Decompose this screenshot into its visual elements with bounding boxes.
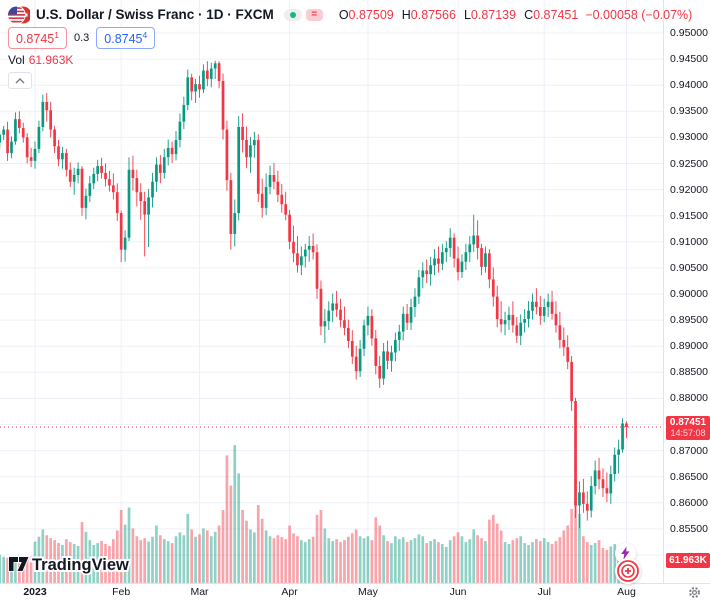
- status-pills: =: [283, 8, 323, 21]
- volume-legend: Vol 61.963K: [8, 53, 74, 68]
- time-tick-label: May: [358, 586, 378, 598]
- buy-button[interactable]: 0.87454: [96, 27, 156, 50]
- price-tick-label: 0.95000: [670, 27, 708, 39]
- price-tick-label: 0.94000: [670, 79, 708, 92]
- usdchf-pair-icon: [8, 5, 30, 24]
- price-tick-label: 0.93500: [670, 105, 708, 118]
- axis-settings-button[interactable]: [688, 586, 701, 600]
- chart-legend: U.S. Dollar / Swiss Franc · 1D · FXCM = …: [8, 5, 692, 90]
- time-tick-label: Jun: [449, 586, 467, 598]
- tradingview-logo[interactable]: TradingView: [8, 553, 158, 580]
- ohlc-close: C0.87451: [524, 7, 579, 22]
- price-tick-label: 0.91500: [670, 209, 708, 222]
- tradingview-logo-mark: [8, 556, 30, 572]
- gear-icon: [689, 587, 700, 598]
- spread-value: 0.3: [73, 32, 90, 45]
- ohlc-values: O0.87509 H0.87566 L0.87139 C0.87451: [339, 8, 579, 22]
- time-axis[interactable]: 2023 Feb Mar Apr May Jun Jul Aug: [0, 583, 710, 600]
- time-tick-label: Apr: [281, 586, 298, 598]
- price-change: −0.00058 (−0.07%): [585, 7, 693, 22]
- symbol-title[interactable]: U.S. Dollar / Swiss Franc · 1D · FXCM: [36, 7, 274, 22]
- price-tick-label: 0.90000: [670, 288, 708, 300]
- data-mode-icon: =: [305, 8, 323, 21]
- volume-value-badge: 61.963K: [666, 553, 710, 568]
- time-tick-label: Feb: [112, 586, 131, 598]
- time-tick-label: Mar: [190, 586, 209, 598]
- price-tick-label: 0.85500: [670, 522, 708, 535]
- chevron-up-icon: [15, 77, 25, 84]
- ohlc-open: O0.87509: [338, 7, 394, 22]
- price-tick-label: 0.88500: [670, 366, 708, 379]
- price-tick-label: 0.87000: [670, 444, 708, 457]
- boost-reaction-button[interactable]: [615, 558, 641, 584]
- collapse-legend-button[interactable]: [8, 72, 32, 90]
- price-axis[interactable]: 0.95000 0.94500 0.94000 0.93500 0.93000 0.925…: [663, 0, 710, 583]
- time-tick-label: Jul: [537, 586, 551, 598]
- price-tick-label: 0.86000: [670, 496, 708, 509]
- tradingview-logo-text: TradingView: [32, 556, 129, 574]
- price-tick-label: 0.92500: [670, 157, 708, 170]
- bar-countdown: 14:57:08: [670, 428, 706, 439]
- quote-row: 0.87451 0.3 0.87454: [8, 27, 692, 50]
- market-open-icon: [283, 8, 302, 21]
- price-tick-label: 0.94500: [670, 53, 708, 66]
- time-tick-label: 2023: [23, 586, 47, 598]
- price-tick-label: 0.88000: [670, 392, 708, 405]
- price-tick-label: 0.86500: [670, 470, 708, 483]
- price-tick-label: 0.89000: [670, 340, 708, 353]
- sell-button[interactable]: 0.87451: [8, 27, 67, 50]
- last-price-badge: 0.87451 14:57:08: [666, 416, 710, 441]
- price-tick-label: 0.93000: [670, 131, 708, 144]
- price-tick-label: 0.90500: [670, 261, 708, 274]
- price-tick-label: 0.91000: [670, 235, 708, 248]
- ohlc-high: H0.87566: [401, 7, 456, 22]
- symbol-row: U.S. Dollar / Swiss Franc · 1D · FXCM = …: [8, 5, 692, 24]
- price-tick-label: 0.92000: [670, 183, 708, 196]
- price-tick-label: 0.89500: [670, 314, 708, 327]
- time-tick-label: Aug: [617, 586, 636, 598]
- lightning-icon: [621, 546, 630, 560]
- last-price-value: 0.87451: [669, 417, 707, 429]
- ohlc-low: L0.87139: [463, 7, 517, 22]
- rings-plus-icon: [617, 560, 639, 582]
